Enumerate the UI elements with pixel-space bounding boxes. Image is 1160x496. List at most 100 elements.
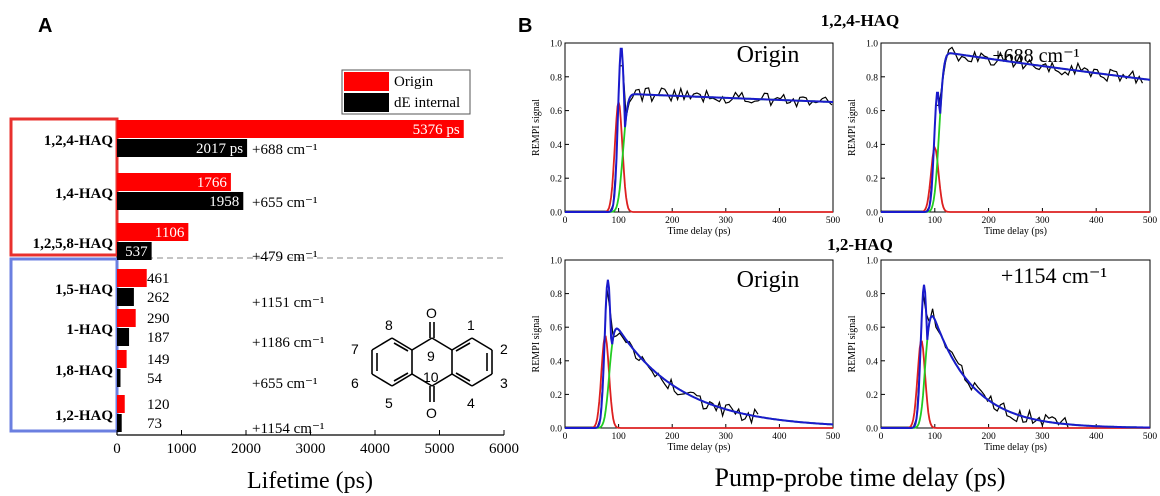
trace-annotation: +688 cm⁻¹ (992, 45, 1079, 67)
trace-data (881, 292, 1069, 429)
x-tick-label: 300 (719, 432, 734, 442)
bond (393, 342, 409, 352)
bond (391, 373, 413, 387)
x-tick-label: 100 (928, 432, 943, 442)
atom-number-6: 6 (351, 375, 359, 391)
x-tick-label: 3000 (296, 441, 326, 457)
y-tick-label: 0.2 (550, 391, 562, 401)
category-label: 1-HAQ (66, 322, 113, 338)
x-tick-label: 1000 (167, 441, 197, 457)
category-label: 1,2,4-HAQ (44, 133, 113, 149)
bar-dE-internal (117, 288, 134, 306)
bar-label-dE-internal: 187 (147, 330, 170, 346)
x-tick-label: 100 (928, 216, 943, 226)
x-tick-label: 0 (563, 216, 568, 226)
atom-number-9: 9 (427, 348, 435, 364)
bar-legend: Origin dE internal (341, 69, 471, 115)
bar-label-origin: 461 (147, 271, 170, 287)
energy-label: +655 cm⁻¹ (252, 376, 317, 392)
bond (393, 372, 409, 382)
bar-origin (117, 309, 136, 327)
trace-data (565, 65, 833, 213)
bar-label-origin: 5376 ps (413, 122, 460, 138)
x-axis-label: Time delay (ps) (668, 226, 731, 237)
bar-label-origin: 1106 (155, 225, 185, 241)
energy-label: +479 cm⁻¹ (252, 249, 317, 265)
bond (455, 372, 471, 382)
y-axis-label: REMPI signal (531, 315, 542, 372)
bar-dE-internal (117, 369, 121, 387)
atom-number-10: 10 (423, 369, 439, 385)
y-axis-label: REMPI signal (847, 315, 858, 372)
plot-frame (564, 42, 834, 213)
panel-b-mid-title: 1,2-HAQ (827, 235, 893, 254)
anthraquinone-structure (371, 322, 493, 402)
oxygen-bottom: O (426, 405, 437, 421)
x-tick-label: 6000 (489, 441, 519, 457)
x-tick-label: 400 (1089, 216, 1104, 226)
bar-dE-internal (117, 192, 244, 210)
x-axis-label: Lifetime (ps) (247, 468, 373, 494)
x-tick-label: 400 (772, 432, 787, 442)
x-tick-label: 500 (1143, 216, 1158, 226)
x-tick-label: 0 (879, 432, 884, 442)
y-tick-label: 1.0 (550, 257, 562, 267)
bar-label-dE-internal: 1958 (209, 194, 239, 210)
fit-decay-component (565, 93, 833, 213)
fit-rise-component (881, 340, 1150, 429)
x-tick-label: 300 (1035, 216, 1050, 226)
y-tick-label: 0.8 (550, 73, 562, 83)
x-tick-label: 300 (1035, 432, 1050, 442)
x-tick-label: 200 (981, 216, 996, 226)
bar-dE-internal (117, 242, 152, 260)
energy-label: +1154 cm⁻¹ (252, 421, 324, 437)
panel-a-letter: A (38, 15, 52, 37)
y-tick-label: 0.4 (866, 357, 878, 367)
atom-number-2: 2 (500, 341, 508, 357)
x-tick-label: 0 (879, 216, 884, 226)
bar-label-origin: 290 (147, 311, 170, 327)
bar-label-dE-internal: 2017 ps (196, 141, 243, 157)
x-tick-label: 500 (826, 216, 841, 226)
category-label: 1,5-HAQ (55, 282, 113, 298)
bar-origin (117, 223, 189, 241)
bar-dE-internal (117, 414, 122, 432)
x-axis-label: Time delay (ps) (984, 226, 1047, 237)
bond (471, 373, 493, 387)
bar-origin (117, 120, 464, 138)
fit-rise-component (565, 335, 833, 429)
bond (431, 373, 453, 387)
fit-total (881, 52, 1151, 213)
y-tick-label: 0.6 (550, 324, 562, 334)
x-tick-label: 0 (563, 432, 568, 442)
x-tick-label: 200 (665, 216, 680, 226)
trace-data (565, 287, 759, 429)
plot-frame (880, 42, 1151, 213)
y-tick-label: 0.8 (550, 290, 562, 300)
fit-decay-component (881, 52, 1151, 213)
category-label: 1,8-HAQ (55, 363, 113, 379)
y-tick-label: 1.0 (866, 40, 878, 50)
category-label: 1,2-HAQ (55, 408, 113, 424)
y-tick-label: 0.6 (866, 107, 878, 117)
energy-label: +655 cm⁻¹ (252, 195, 317, 211)
panel-b-xlabel: Pump-probe time delay (ps) (715, 463, 1006, 492)
y-tick-label: 0.0 (866, 209, 878, 219)
atom-number-5: 5 (385, 395, 393, 411)
x-tick-label: 2000 (231, 441, 261, 457)
legend-label-origin: Origin (394, 74, 434, 90)
x-axis-label: Time delay (ps) (668, 442, 731, 453)
atom-number-4: 4 (467, 395, 475, 411)
atom-number-1: 1 (467, 317, 475, 333)
x-tick-label: 300 (719, 216, 734, 226)
fit-rise-component (565, 101, 833, 213)
y-tick-label: 0.4 (866, 141, 878, 151)
energy-label: +1186 cm⁻¹ (252, 335, 324, 351)
y-tick-label: 0.0 (550, 209, 562, 219)
bond (471, 337, 493, 351)
x-axis-label: Time delay (ps) (984, 442, 1047, 453)
x-tick-label: 0 (113, 441, 121, 457)
trace-data (881, 46, 1144, 213)
legend-swatch-origin (344, 72, 389, 91)
